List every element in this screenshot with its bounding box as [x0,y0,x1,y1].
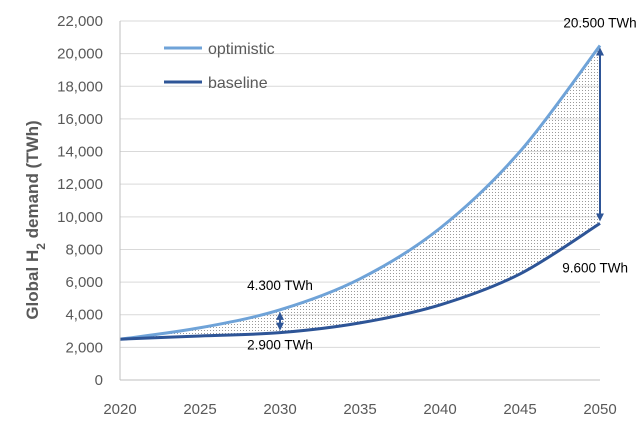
series-line-optimistic [119,44,602,341]
y-tick-label: 4,000 [65,307,103,324]
difference-arrows [276,47,604,331]
legend-label-baseline: baseline [208,75,268,92]
x-tick-label: 2020 [103,401,136,418]
annotation-label: 20.500 TWh [563,15,636,30]
x-tick-label: 2050 [583,401,616,418]
y-axis-label: Global H2 demand (TWh) [23,120,48,319]
y-tick-labels: 0 2,000 4,000 6,000 8,000 10,000 12,000 14,000 1… [57,13,103,389]
legend: optimistic baseline [164,41,275,92]
annotation-label: 4.300 TWh [247,278,313,293]
annotation-label: 9.600 TWh [562,260,628,275]
y-axis-label-subscript: 2 [34,243,48,250]
y-tick-label: 12,000 [57,176,103,193]
x-tick-label: 2030 [263,401,296,418]
y-axis-label-prefix: Global H [23,250,42,320]
annotation-label: 2.900 TWh [247,338,313,353]
y-tick-label: 22,000 [57,13,103,30]
legend-label-optimistic: optimistic [208,41,275,58]
y-tick-label: 10,000 [57,209,103,226]
y-tick-label: 6,000 [65,274,103,291]
x-tick-label: 2035 [343,401,376,418]
y-tick-label: 14,000 [57,144,103,161]
annotations: 4.300 TWh 2.900 TWh 20.500 TWh 9.600 TWh [247,15,637,352]
series-lines [119,44,602,341]
y-tick-label: 8,000 [65,241,103,258]
y-axis-label-suffix: demand (TWh) [23,120,42,243]
y-tick-label: 2,000 [65,339,103,356]
y-tick-label: 18,000 [57,78,103,95]
x-tick-label: 2040 [423,401,456,418]
x-tick-label: 2045 [503,401,536,418]
y-tick-label: 0 [95,372,103,389]
axes [119,21,600,381]
y-tick-label: 20,000 [57,46,103,63]
shaded-gap-region [120,45,600,340]
x-tick-label: 2025 [183,401,216,418]
gridlines [120,20,600,348]
x-tick-labels: 2020 2025 2030 2035 2040 2045 2050 [103,401,616,418]
y-tick-label: 16,000 [57,111,103,128]
series-line-baseline [119,222,601,341]
